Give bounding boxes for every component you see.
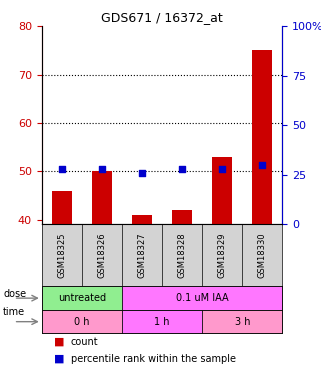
Text: GSM18326: GSM18326 <box>97 232 107 278</box>
Text: percentile rank within the sample: percentile rank within the sample <box>71 354 236 364</box>
Text: GSM18330: GSM18330 <box>258 232 267 278</box>
FancyBboxPatch shape <box>202 310 282 333</box>
Point <box>100 166 105 172</box>
Title: GDS671 / 16372_at: GDS671 / 16372_at <box>101 11 223 24</box>
Point <box>180 166 185 172</box>
Bar <box>212 157 232 224</box>
Point <box>140 170 145 176</box>
Text: 1 h: 1 h <box>154 316 170 327</box>
Text: count: count <box>71 337 98 347</box>
Text: time: time <box>3 307 25 317</box>
Bar <box>132 215 152 224</box>
Text: untreated: untreated <box>58 293 106 303</box>
Point <box>59 166 64 172</box>
FancyBboxPatch shape <box>122 286 282 310</box>
Bar <box>252 50 273 224</box>
Text: dose: dose <box>3 290 26 299</box>
Text: GSM18325: GSM18325 <box>57 232 66 278</box>
Bar <box>92 171 112 224</box>
FancyBboxPatch shape <box>42 310 122 333</box>
Text: GSM18328: GSM18328 <box>178 232 187 278</box>
Point <box>220 166 225 172</box>
Bar <box>172 210 192 224</box>
Text: ■: ■ <box>54 337 64 347</box>
Bar <box>52 190 72 224</box>
Text: ■: ■ <box>54 354 64 364</box>
Text: GSM18327: GSM18327 <box>137 232 147 278</box>
FancyBboxPatch shape <box>42 286 122 310</box>
Text: GSM18329: GSM18329 <box>218 232 227 278</box>
Point <box>260 162 265 168</box>
Text: 0 h: 0 h <box>74 316 90 327</box>
Text: 0.1 uM IAA: 0.1 uM IAA <box>176 293 229 303</box>
FancyBboxPatch shape <box>122 310 202 333</box>
Text: 3 h: 3 h <box>235 316 250 327</box>
